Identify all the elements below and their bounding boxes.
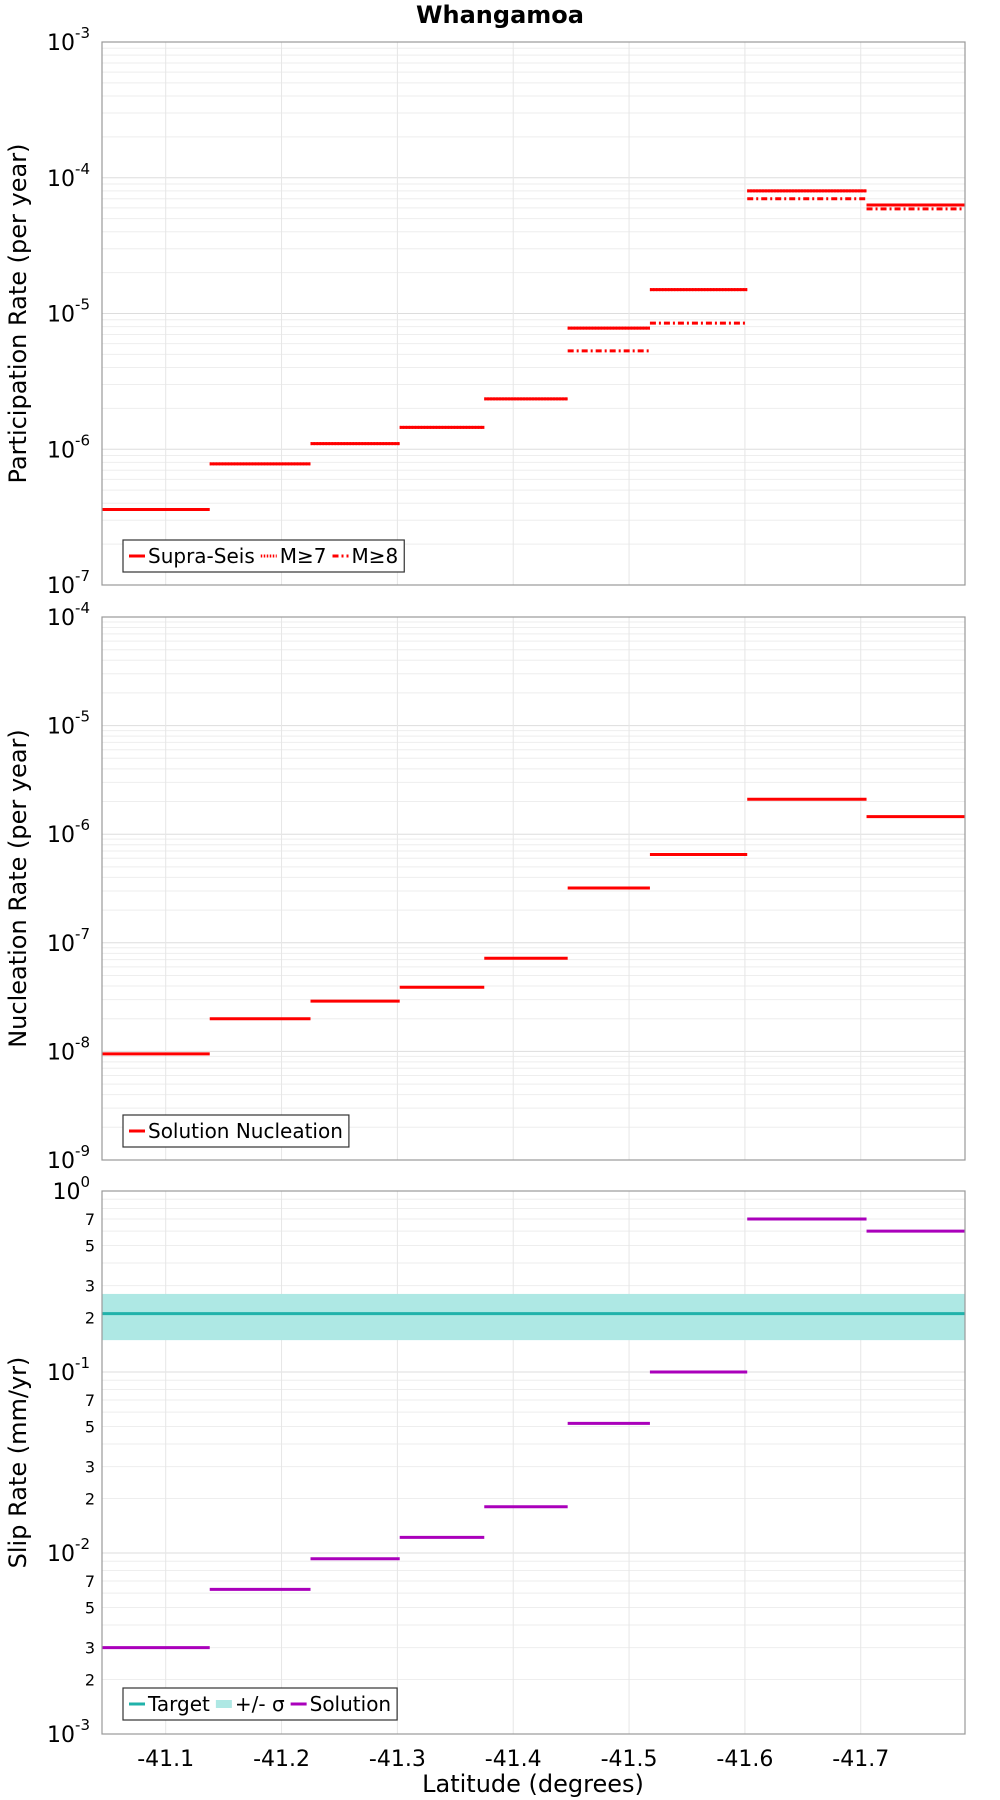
y-tick-label: 100 [52,1173,90,1205]
y-minor-tick-label: 5 [85,1236,95,1255]
y-minor-tick-label: 3 [85,1277,95,1296]
x-tick-label: -41.6 [716,1747,773,1772]
y-tick-label: 10-1 [47,1354,90,1386]
y-axis-label: Slip Rate (mm/yr) [4,1357,32,1569]
y-minor-tick-label: 2 [85,1490,95,1509]
y-tick-label: 10-5 [47,296,90,328]
y-tick-label: 10-3 [47,24,90,56]
chart-title: Whangamoa [416,1,584,29]
sigma-band [102,1293,965,1341]
plot-frame [101,616,966,1161]
legend: Solution Nucleation [122,1114,350,1148]
legend-swatch [215,1700,232,1708]
y-tick-label: 10-8 [47,1033,90,1065]
y-minor-tick-label: 7 [85,1572,95,1591]
x-tick-label: -41.7 [832,1747,889,1772]
y-minor-tick-label: 3 [85,1458,95,1477]
x-tick-label: -41.4 [485,1747,542,1772]
plot-frame [101,1190,966,1735]
legend-label: Supra-Seis [148,544,255,568]
plot-frame [101,41,966,586]
y-axis-label: Nucleation Rate (per year) [4,729,32,1048]
y-minor-tick-label: 5 [85,1417,95,1436]
legend-background [123,1115,349,1147]
panel-nucleation: 10-9 10-8 10-7 10-6 10-5 10-4 Nucleation Rate … [4,599,966,1174]
y-tick-label: 10-7 [47,567,90,599]
panel-slip: 10-3 10-2 10-1 100 2 3 5 7 2 3 5 7 2 3 5 7 -41.1 -41.2 -41… [4,1173,966,1772]
x-tick-label: -41.5 [601,1747,658,1772]
y-tick-label: 10-4 [47,160,90,192]
y-minor-tick-label: 2 [85,1671,95,1690]
legend: Supra-Seis M≥7 M≥8 [122,539,405,573]
x-tick-label: -41.2 [253,1747,310,1772]
y-minor-tick-label: 3 [85,1639,95,1658]
x-axis-label: Latitude (degrees) [422,1770,644,1798]
legend-label: Solution [310,1692,391,1716]
x-tick-label: -41.3 [369,1747,426,1772]
panel-participation: 10-7 10-6 10-5 10-4 10-3 Participation Rate (… [4,24,966,599]
y-tick-label: 10-3 [47,1716,90,1748]
legend-frame [122,539,405,573]
y-tick-label: 10-6 [47,431,90,463]
legend-background [123,1688,398,1720]
legend-label: +/- σ [235,1692,285,1716]
legend-background [123,540,405,572]
legend-label: M≥8 [352,544,399,568]
y-tick-label: 10-4 [47,599,90,631]
x-tick-label: -41.1 [137,1747,194,1772]
y-tick-label: 10-2 [47,1535,90,1567]
y-minor-tick-label: 5 [85,1598,95,1617]
legend-label: Solution Nucleation [148,1119,343,1143]
y-minor-tick-label: 7 [85,1391,95,1410]
y-minor-tick-label: 7 [85,1210,95,1229]
plot-area [102,617,965,1160]
y-tick-label: 10-7 [47,925,90,957]
y-tick-label: 10-9 [47,1142,90,1174]
legend-label: Target [147,1692,210,1716]
y-tick-label: 10-6 [47,816,90,848]
y-tick-label: 10-5 [47,708,90,740]
y-axis-label: Participation Rate (per year) [4,144,32,484]
y-minor-tick-label: 2 [85,1309,95,1328]
legend-frame [122,1114,350,1148]
legend: Target +/- σ Solution [122,1687,398,1721]
legend-frame [122,1687,398,1721]
legend-label: M≥7 [280,544,327,568]
plot-area [102,1191,965,1734]
